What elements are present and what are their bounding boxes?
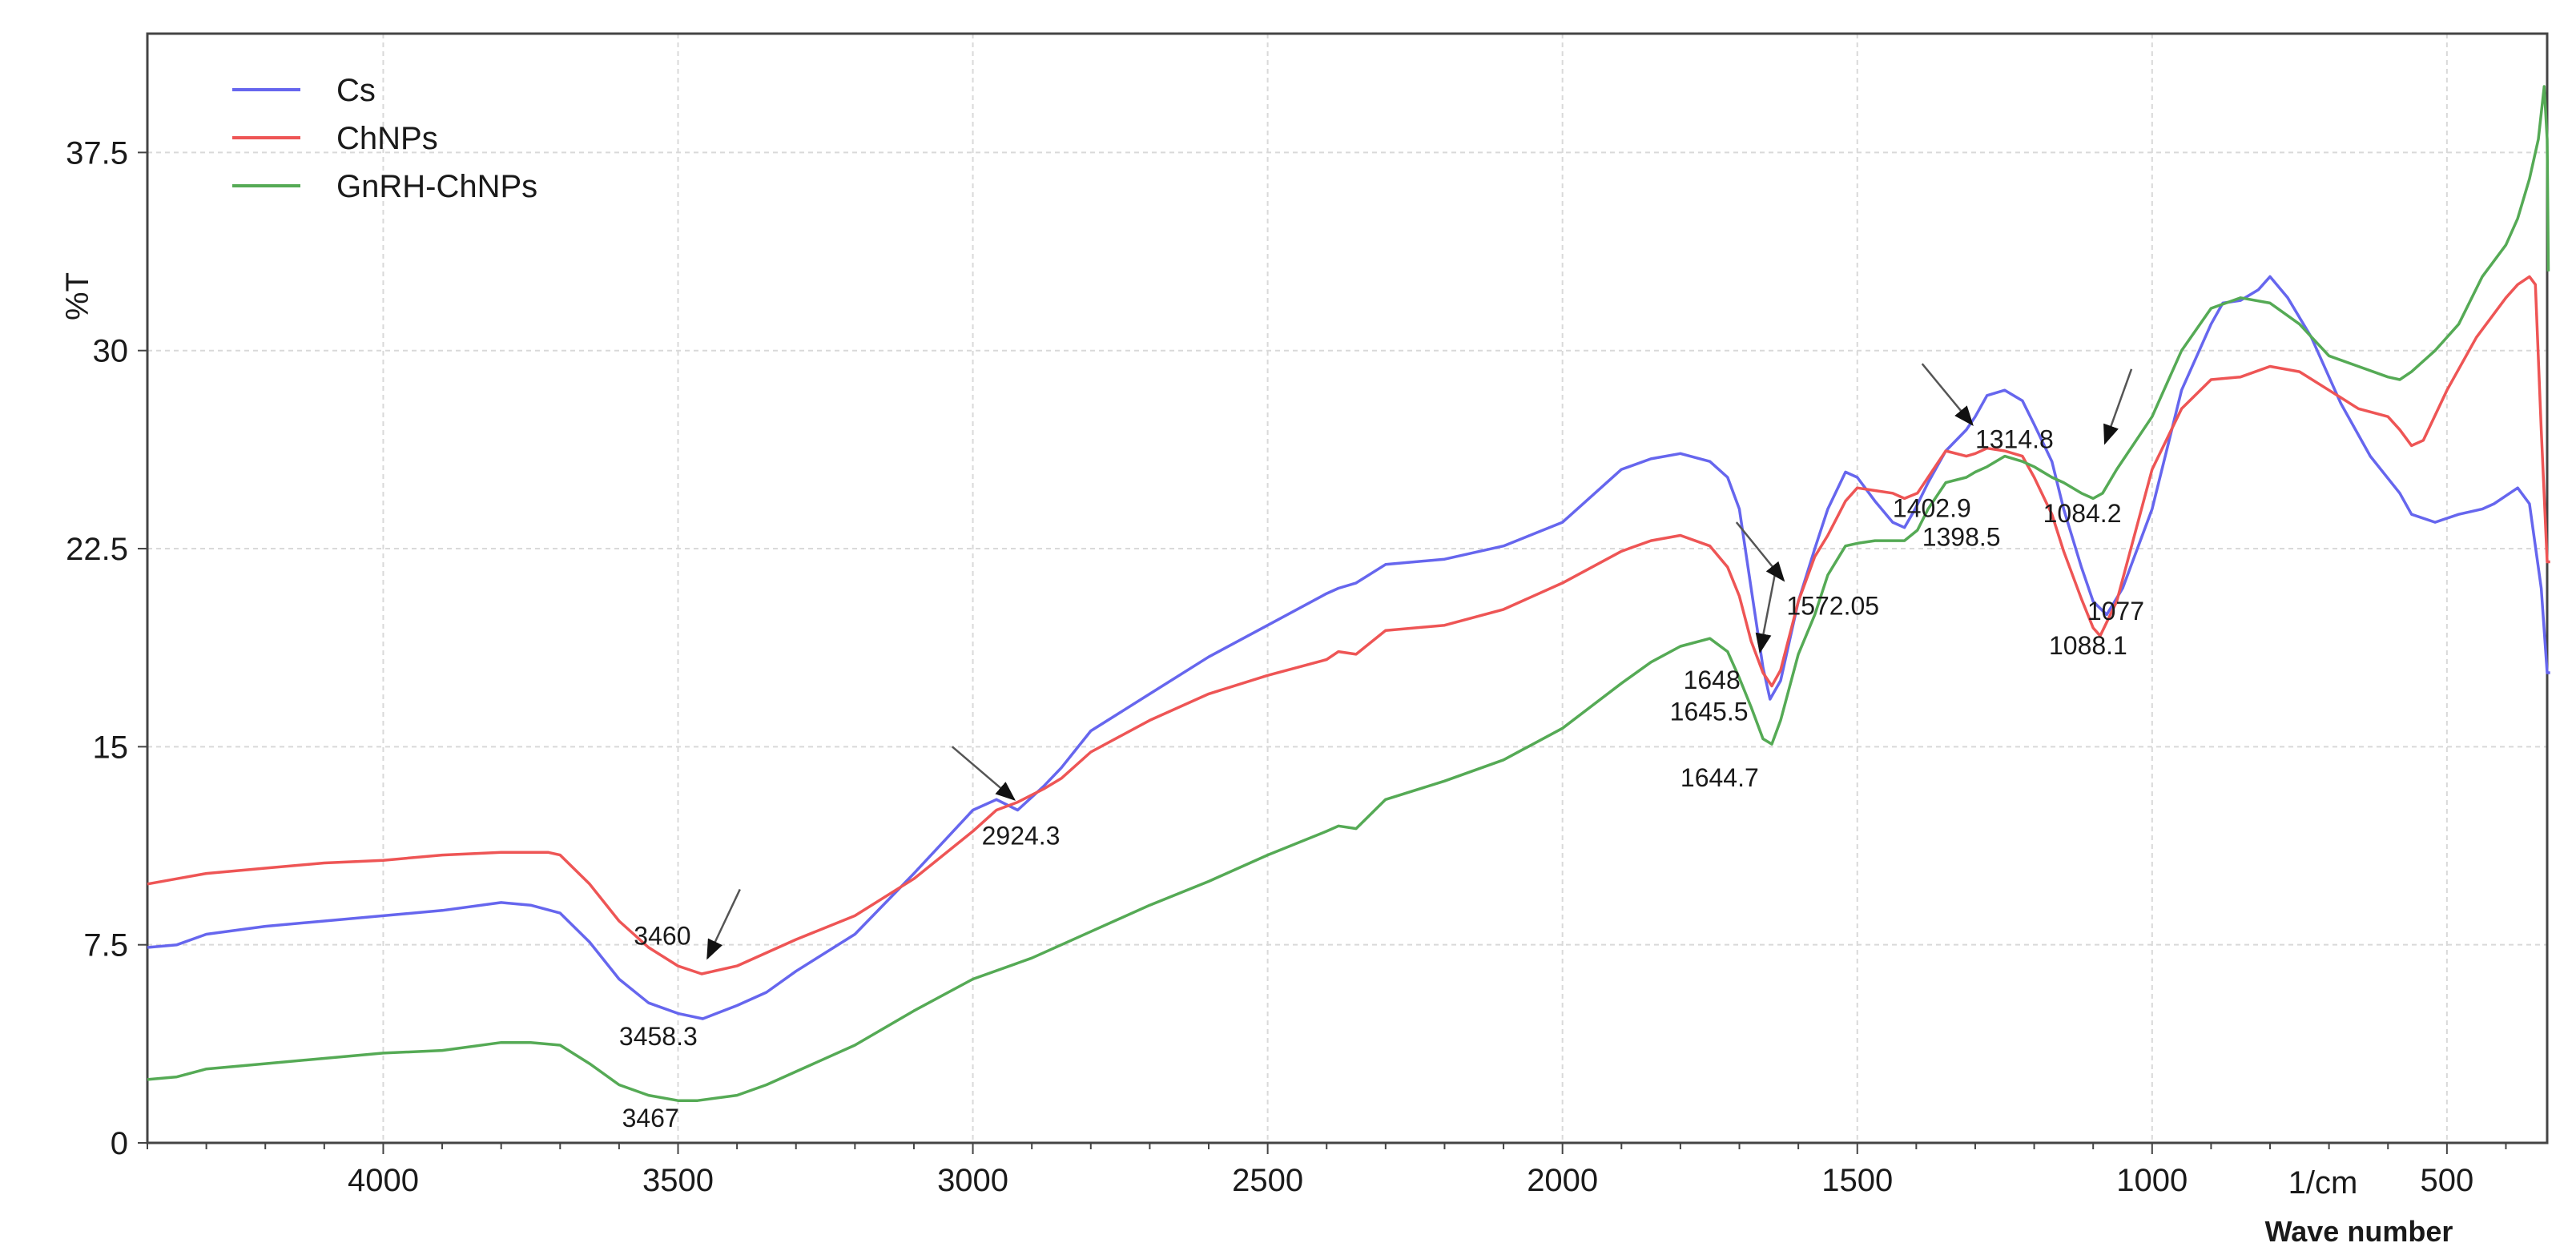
y-ticks: 0 7.5 15 22.5 30 37.5 xyxy=(66,135,147,1161)
peak-annotation: 1572.05 xyxy=(1786,591,1879,620)
annotation-arrow xyxy=(1921,363,1974,426)
peak-annotation: 1644.7 xyxy=(1680,763,1759,792)
x-tick-label: 1000 xyxy=(2116,1163,2188,1198)
series-line-cs xyxy=(147,275,2550,1020)
y-tick-label: 15 xyxy=(93,730,129,765)
peak-annotation: 3458.3 xyxy=(619,1022,698,1051)
x-tick-label: 4000 xyxy=(348,1163,419,1198)
y-tick-label: 7.5 xyxy=(83,928,128,963)
x-tick-label: 2500 xyxy=(1232,1163,1303,1198)
peak-annotation: 1648 xyxy=(1684,666,1741,694)
peak-annotation: 3467 xyxy=(622,1104,679,1132)
peak-annotation: 1314.8 xyxy=(1975,425,2054,454)
peak-annotation: 1402.9 xyxy=(1893,493,1971,522)
x-tick-label: 3000 xyxy=(937,1163,1008,1198)
axes xyxy=(146,32,2549,1144)
x-tick-label: 3500 xyxy=(642,1163,714,1198)
peak-annotation: 1077 xyxy=(2087,597,2144,625)
annotations: 3460 3458.3 3467 2924.3 1648 1645.5 1644.7 1572… xyxy=(619,363,2144,1132)
annotation-arrow xyxy=(706,888,741,960)
peak-annotation: 3460 xyxy=(634,922,690,951)
x-tick-label: 500 xyxy=(2420,1163,2473,1198)
annotation-arrow xyxy=(1755,574,1776,654)
peak-annotation: 1088.1 xyxy=(2049,631,2127,660)
x-axis-label: Wave number xyxy=(2265,1215,2453,1248)
legend: Cs ChNPs GnRH-ChNPs xyxy=(232,73,537,204)
y-axis-label: %T xyxy=(60,272,95,320)
x-tick-label: 1500 xyxy=(1821,1163,1893,1198)
annotation-arrow xyxy=(2103,368,2133,445)
x-axis-unit: 1/cm xyxy=(2288,1165,2358,1201)
series-line-gnrh-chnps xyxy=(147,85,2550,1102)
y-tick-label: 37.5 xyxy=(66,135,128,171)
peak-annotation: 2924.3 xyxy=(982,821,1061,850)
peak-annotation: 1398.5 xyxy=(1922,523,2001,552)
annotation-arrow xyxy=(951,746,1016,801)
annotation-arrow xyxy=(1735,521,1785,582)
peak-annotation: 1084.2 xyxy=(2043,499,2122,528)
legend-label: GnRH-ChNPs xyxy=(336,169,537,204)
legend-label: ChNPs xyxy=(336,121,438,156)
series-group xyxy=(147,85,2550,1102)
y-tick-label: 30 xyxy=(93,334,129,369)
peak-annotation: 1645.5 xyxy=(1670,697,1749,726)
series-line-chnps xyxy=(147,275,2550,975)
x-ticks: 4000 3500 3000 2500 2000 1500 1000 500 xyxy=(147,1143,2507,1198)
plot-frame xyxy=(146,32,2549,1144)
legend-label: Cs xyxy=(336,73,376,108)
x-tick-label: 2000 xyxy=(1527,1163,1598,1198)
y-tick-label: 22.5 xyxy=(66,532,128,567)
y-tick-label: 0 xyxy=(111,1126,128,1161)
